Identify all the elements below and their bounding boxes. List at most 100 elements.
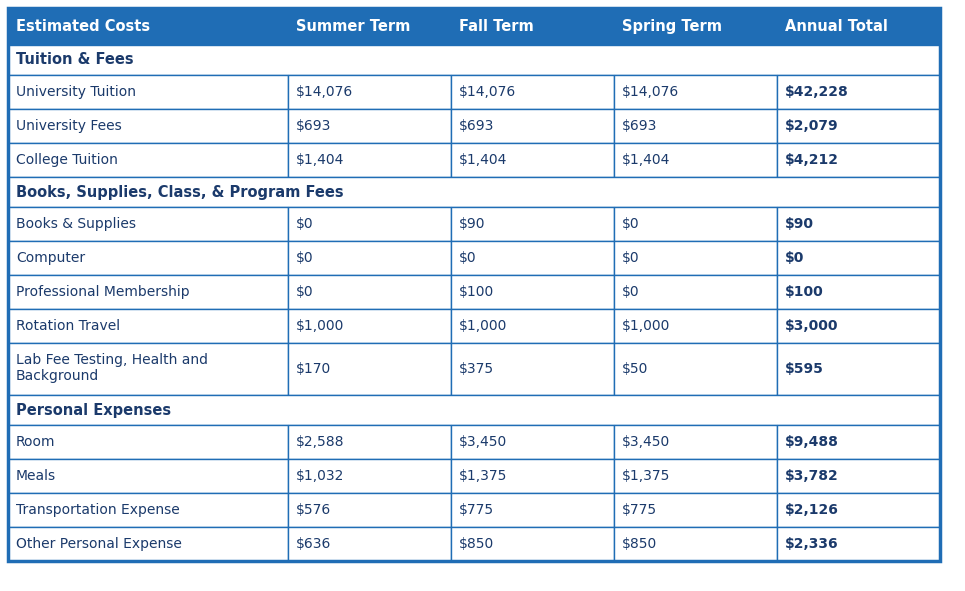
Text: $2,126: $2,126 (785, 503, 839, 517)
Bar (8, 109, 288, 143)
Bar (777, 343, 940, 395)
Bar (777, 459, 940, 493)
Text: Summer Term: Summer Term (296, 19, 410, 34)
Bar (777, 143, 940, 177)
Bar (288, 241, 451, 275)
Bar (8, 309, 288, 343)
Text: College Tuition: College Tuition (16, 153, 118, 167)
Text: $775: $775 (459, 503, 494, 517)
Bar (451, 207, 614, 241)
Bar (288, 207, 451, 241)
Text: $2,079: $2,079 (785, 119, 839, 133)
Text: $1,000: $1,000 (622, 319, 671, 333)
Bar (288, 143, 451, 177)
Bar (8, 8, 288, 45)
Bar (8, 143, 288, 177)
Text: $1,032: $1,032 (296, 469, 345, 483)
Text: $1,000: $1,000 (296, 319, 345, 333)
Bar (8, 207, 288, 241)
Text: Books, Supplies, Class, & Program Fees: Books, Supplies, Class, & Program Fees (16, 184, 344, 200)
Bar (8, 343, 288, 395)
Text: $850: $850 (459, 537, 494, 551)
Bar (614, 459, 777, 493)
Text: $170: $170 (296, 362, 331, 376)
Text: Meals: Meals (16, 469, 56, 483)
Text: $2,588: $2,588 (296, 435, 345, 449)
Text: $0: $0 (459, 251, 477, 265)
Bar (8, 177, 940, 207)
Text: $693: $693 (622, 119, 657, 133)
Text: $3,450: $3,450 (459, 435, 508, 449)
Bar (777, 8, 940, 45)
Bar (777, 309, 940, 343)
Text: $4,212: $4,212 (785, 153, 839, 167)
Bar (451, 8, 614, 45)
Text: $42,228: $42,228 (785, 85, 849, 99)
Text: $1,375: $1,375 (622, 469, 671, 483)
Text: $100: $100 (785, 285, 824, 299)
Text: Personal Expenses: Personal Expenses (16, 402, 171, 417)
Bar (288, 459, 451, 493)
Text: Transportation Expense: Transportation Expense (16, 503, 179, 517)
Text: $3,000: $3,000 (785, 319, 839, 333)
Text: $3,450: $3,450 (622, 435, 671, 449)
Text: Room: Room (16, 435, 56, 449)
Text: $14,076: $14,076 (459, 85, 516, 99)
Text: $375: $375 (459, 362, 494, 376)
Bar (451, 241, 614, 275)
Bar (614, 343, 777, 395)
Bar (288, 425, 451, 459)
Bar (614, 527, 777, 561)
Bar (777, 527, 940, 561)
Bar (8, 425, 288, 459)
Text: $14,076: $14,076 (622, 85, 679, 99)
Text: $0: $0 (785, 251, 805, 265)
Text: $50: $50 (622, 362, 648, 376)
Bar (288, 309, 451, 343)
Bar (8, 459, 288, 493)
Text: $636: $636 (296, 537, 331, 551)
Text: $0: $0 (296, 217, 314, 231)
Bar (451, 109, 614, 143)
Bar (614, 309, 777, 343)
Text: Annual Total: Annual Total (785, 19, 888, 34)
Bar (288, 75, 451, 109)
Text: University Fees: University Fees (16, 119, 122, 133)
Text: Spring Term: Spring Term (622, 19, 722, 34)
Text: Tuition & Fees: Tuition & Fees (16, 53, 133, 67)
Bar (288, 8, 451, 45)
Bar (777, 207, 940, 241)
Bar (8, 493, 288, 527)
Text: $1,000: $1,000 (459, 319, 508, 333)
Text: Books & Supplies: Books & Supplies (16, 217, 136, 231)
Text: $3,782: $3,782 (785, 469, 839, 483)
Text: $0: $0 (296, 285, 314, 299)
Text: Fall Term: Fall Term (459, 19, 534, 34)
Bar (8, 275, 288, 309)
Text: $0: $0 (622, 285, 640, 299)
Bar (8, 241, 288, 275)
Text: $2,336: $2,336 (785, 537, 839, 551)
Bar (8, 395, 940, 425)
Bar (777, 75, 940, 109)
Bar (288, 109, 451, 143)
Bar (777, 493, 940, 527)
Text: Lab Fee Testing, Health and
Background: Lab Fee Testing, Health and Background (16, 353, 208, 383)
Text: $0: $0 (622, 217, 640, 231)
Text: Other Personal Expense: Other Personal Expense (16, 537, 181, 551)
Text: $693: $693 (296, 119, 331, 133)
Text: $14,076: $14,076 (296, 85, 353, 99)
Bar (614, 275, 777, 309)
Text: $0: $0 (622, 251, 640, 265)
Bar (451, 309, 614, 343)
Bar (777, 275, 940, 309)
Bar (451, 459, 614, 493)
Bar (777, 109, 940, 143)
Bar (451, 75, 614, 109)
Bar (288, 275, 451, 309)
Bar (614, 207, 777, 241)
Bar (614, 8, 777, 45)
Bar (614, 109, 777, 143)
Bar (451, 425, 614, 459)
Bar (451, 143, 614, 177)
